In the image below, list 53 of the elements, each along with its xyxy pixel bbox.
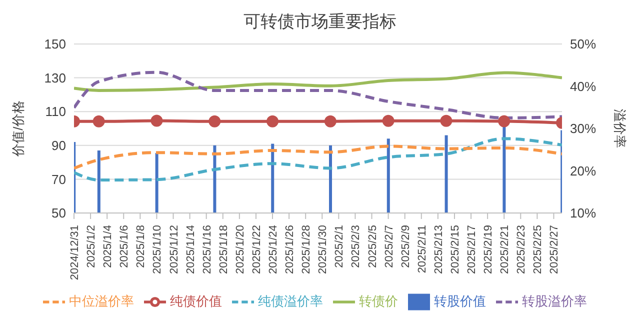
x-tick-label: 2025/1/6 xyxy=(118,225,131,268)
x-tick-label: 2025/1/30 xyxy=(317,225,330,274)
x-tick-label: 2025/1/28 xyxy=(300,225,313,274)
y-tick-label: 130 xyxy=(44,70,66,86)
x-tick-label: 2025/1/24 xyxy=(268,225,280,274)
line-series xyxy=(74,71,562,92)
y2-tick-label: 40% xyxy=(570,78,596,94)
y-tick-label: 150 xyxy=(44,36,66,52)
x-tick-label: 2025/2/21 xyxy=(499,225,512,274)
y2-tick-label: 20% xyxy=(570,163,596,178)
x-tick-label: 2025/2/23 xyxy=(516,225,528,274)
x-tick-label: 2025/2/13 xyxy=(432,225,445,274)
x-tick-label: 2024/12/31 xyxy=(69,225,81,280)
y2-tick-label: 10% xyxy=(570,206,596,221)
x-tick-label: 2025/1/2 xyxy=(86,225,98,268)
x-tick-label: 2025/2/9 xyxy=(400,225,412,268)
x-tick-label: 2025/1/12 xyxy=(168,225,180,274)
x-tick-label: 2025/2/3 xyxy=(350,225,362,268)
legend-label: 转股溢价率 xyxy=(522,293,587,308)
legend-label: 转债价 xyxy=(359,293,398,308)
y-tick-label: 70 xyxy=(52,172,66,187)
y-tick-label: 110 xyxy=(45,104,66,120)
x-tick-label: 2025/2/15 xyxy=(449,225,462,274)
x-tick-label: 2025/1/4 xyxy=(102,225,114,268)
x-tick-label: 2025/1/22 xyxy=(250,225,263,274)
x-tick-label: 2025/1/10 xyxy=(152,225,164,274)
legend-label: 纯债溢价率 xyxy=(258,293,323,308)
x-tick-label: 2025/2/17 xyxy=(466,225,478,274)
x-tick-label: 2025/1/16 xyxy=(201,225,214,274)
line-series xyxy=(74,144,562,170)
y2-tick-label: 50% xyxy=(570,36,596,52)
legend-label: 转股价值 xyxy=(434,293,486,308)
x-tick-label: 2025/1/20 xyxy=(234,225,246,274)
x-tick-label: 2025/2/5 xyxy=(366,225,379,268)
y-tick-label: 50 xyxy=(52,206,66,221)
x-tick-label: 2025/2/25 xyxy=(532,225,544,274)
legend-label: 纯债价值 xyxy=(170,293,222,308)
line-series xyxy=(74,137,562,182)
y2-tick-label: 30% xyxy=(570,121,596,136)
x-tick-label: 2025/1/18 xyxy=(218,225,230,274)
chart-title: 可转债市场重要指标 xyxy=(242,11,398,34)
x-tick-label: 2025/2/7 xyxy=(383,225,396,268)
y-tick-label: 90 xyxy=(52,138,66,154)
y-axis-title: 价值/价格 xyxy=(10,100,26,158)
x-tick-label: 2025/2/27 xyxy=(548,225,561,274)
legend-label: 中位溢价率 xyxy=(69,293,134,308)
x-tick-label: 2025/2/1 xyxy=(334,225,346,268)
y2-axis-title: 溢价率 xyxy=(612,109,628,148)
x-tick-label: 2025/2/19 xyxy=(482,225,495,274)
x-tick-label: 2025/1/8 xyxy=(135,225,148,268)
x-tick-label: 2025/1/14 xyxy=(184,225,197,274)
x-tick-label: 2025/1/26 xyxy=(284,225,296,274)
x-tick-label: 2025/2/11 xyxy=(416,225,428,274)
